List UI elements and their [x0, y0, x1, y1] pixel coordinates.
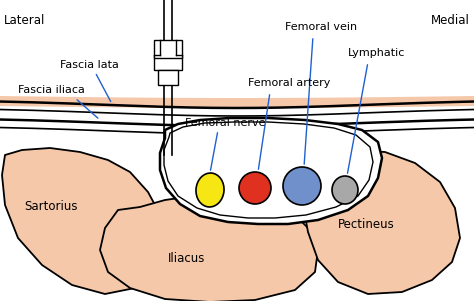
Polygon shape [154, 40, 182, 58]
Text: Pectineus: Pectineus [338, 218, 395, 231]
Polygon shape [100, 195, 318, 301]
Polygon shape [164, 122, 373, 218]
Polygon shape [2, 148, 168, 294]
Polygon shape [160, 118, 382, 224]
Text: Iliacus: Iliacus [168, 252, 205, 265]
Text: Medial: Medial [431, 14, 470, 27]
Text: Femoral nerve: Femoral nerve [185, 118, 265, 128]
Polygon shape [158, 70, 178, 85]
Text: Femoral artery: Femoral artery [248, 78, 330, 88]
Ellipse shape [332, 176, 358, 204]
Ellipse shape [239, 172, 271, 204]
Text: Sartorius: Sartorius [24, 200, 78, 213]
Text: Lateral: Lateral [4, 14, 46, 27]
Ellipse shape [283, 167, 321, 205]
Text: Fascia lata: Fascia lata [60, 60, 119, 70]
Polygon shape [154, 55, 182, 70]
Text: Femoral vein: Femoral vein [285, 22, 357, 32]
Ellipse shape [196, 173, 224, 207]
Text: Fascia iliaca: Fascia iliaca [18, 85, 85, 95]
Polygon shape [0, 96, 474, 108]
Polygon shape [302, 150, 460, 294]
Text: Lymphatic: Lymphatic [348, 48, 405, 58]
